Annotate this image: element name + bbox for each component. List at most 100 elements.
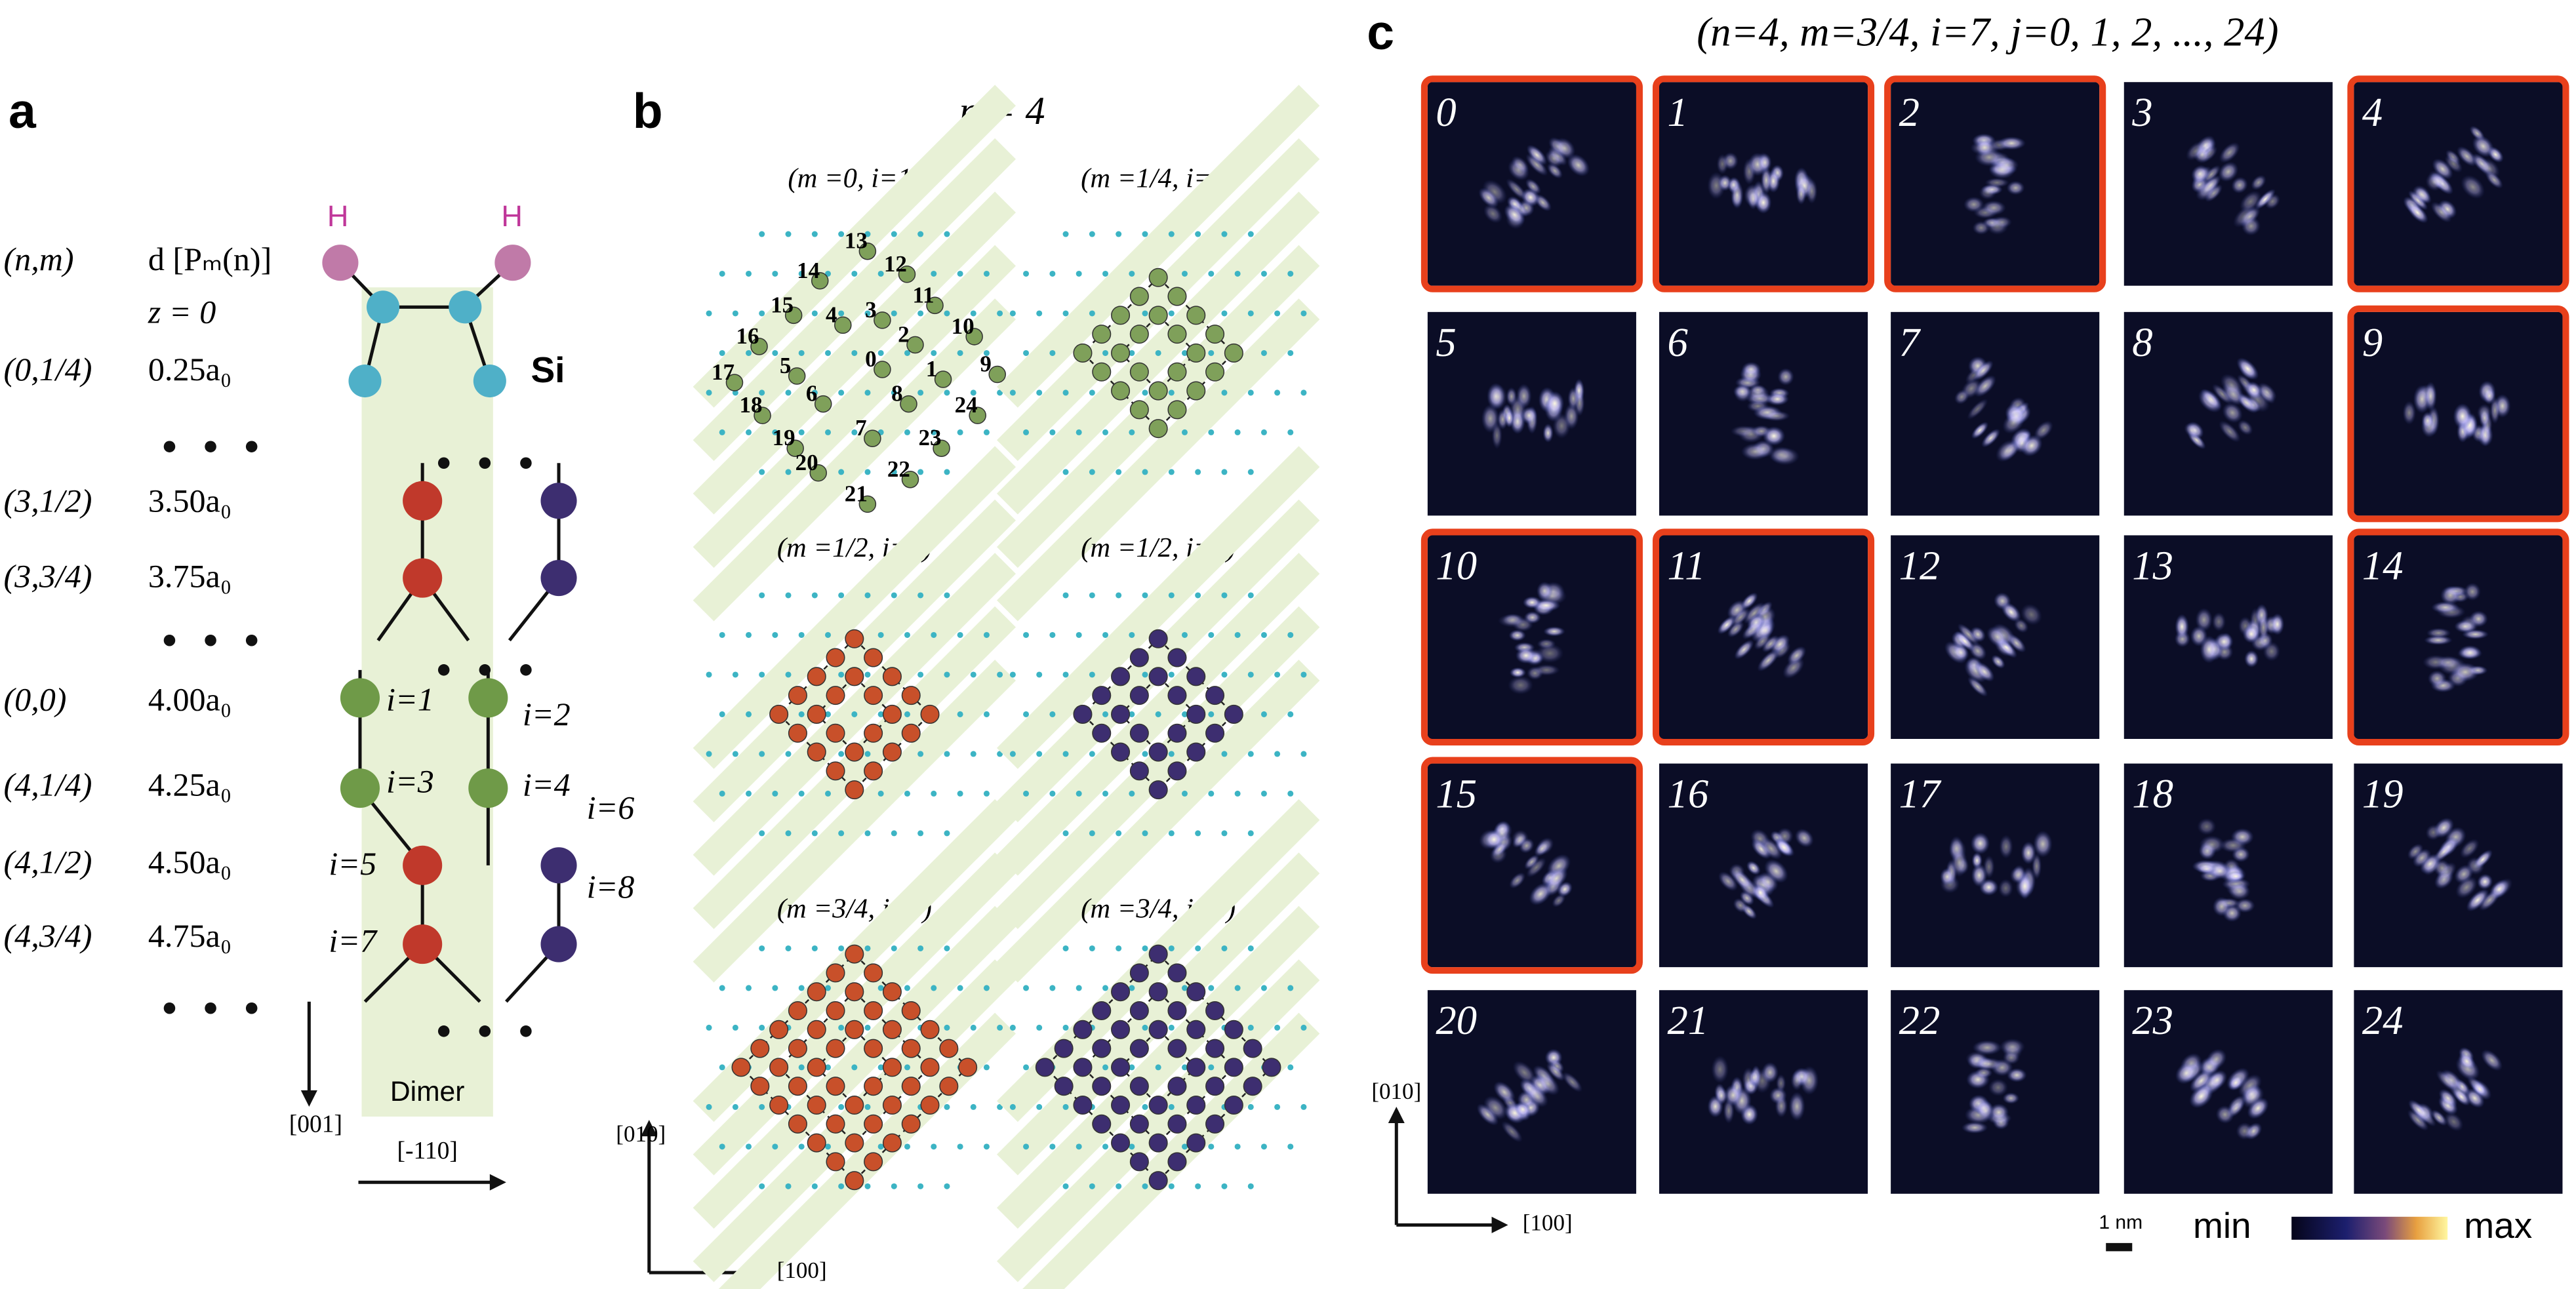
stm-tile: [1420, 75, 1643, 292]
atom: [1092, 1039, 1112, 1058]
atom: [882, 667, 902, 686]
lattice: [996, 446, 1320, 983]
surface-site: [1062, 1024, 1069, 1031]
row-stripe: [996, 245, 1320, 568]
row-stripe: [996, 660, 1320, 983]
stm-spot: [2196, 863, 2217, 875]
atom: [788, 1114, 807, 1134]
surface-site: [1234, 985, 1241, 991]
surface-site: [944, 469, 950, 475]
atom: [1205, 723, 1225, 743]
atom: [901, 471, 919, 488]
atom: [920, 1020, 940, 1039]
surface-site: [1129, 1143, 1135, 1150]
stm-spot: [2424, 635, 2453, 645]
surface-site: [1036, 671, 1043, 678]
stm-spot: [1765, 392, 1790, 406]
surface-site: [877, 349, 884, 356]
atom: [807, 1133, 826, 1153]
col-header: z = 0: [148, 293, 216, 330]
stm-spot: [2226, 871, 2245, 882]
stm-spot: [2219, 838, 2247, 853]
surface-site: [759, 830, 765, 837]
stm-tile: [1884, 75, 2106, 292]
atom: [1092, 1001, 1112, 1021]
row-distance: 3.75a₀: [148, 558, 231, 595]
stm-spot: [1546, 1062, 1565, 1081]
surface-site: [1102, 631, 1109, 638]
tile-label: 15: [1436, 771, 1477, 817]
stm-spot: [2238, 394, 2254, 410]
stm-spot: [2459, 839, 2480, 859]
surface-site: [983, 1064, 990, 1071]
surface-site: [798, 1143, 805, 1150]
stm-spot: [1476, 1103, 1499, 1126]
surface-site: [838, 945, 845, 951]
stm-tile: [2347, 305, 2569, 523]
stm-spot: [1777, 368, 1794, 386]
atom: [958, 1058, 978, 1077]
stm-spot: [1509, 872, 1526, 889]
stm-spot: [2195, 608, 2213, 632]
surface-site: [732, 1024, 738, 1031]
surface-site: [1181, 1064, 1188, 1071]
atom: [1148, 667, 1168, 686]
stm-spot: [2464, 582, 2481, 601]
tile-label: 11: [1668, 542, 1706, 588]
tile-highlight: [2347, 305, 2569, 523]
surface-site: [1208, 985, 1215, 991]
stm-spot: [1743, 602, 1765, 624]
stm-spot: [2002, 1092, 2020, 1104]
surface-site: [1181, 631, 1188, 638]
stm-spot: [1509, 667, 1527, 678]
atom-number: 6: [806, 381, 818, 407]
surface-site: [706, 671, 712, 678]
atom: [826, 963, 845, 983]
atom: [826, 1039, 845, 1058]
surface-site: [732, 310, 738, 317]
atom: [1073, 1058, 1093, 1077]
surface-site: [1023, 349, 1030, 356]
surface-site: [1116, 592, 1122, 599]
stm-spot: [2200, 388, 2222, 410]
stm-spot: [1774, 838, 1794, 857]
surface-site: [864, 310, 871, 317]
stm-spot: [2199, 835, 2225, 854]
stm-tile: [1891, 311, 2100, 516]
surface-site: [838, 389, 845, 396]
surface-site: [864, 389, 871, 396]
atom: [939, 1077, 959, 1096]
atom: [1205, 1001, 1225, 1021]
atom: [1129, 287, 1149, 306]
stm-spot: [2466, 888, 2489, 912]
tile-image: [1891, 763, 2100, 968]
surface-site: [785, 389, 792, 396]
surface-site: [1023, 711, 1030, 717]
surface-site: [983, 1143, 990, 1150]
stm-spot: [1741, 361, 1761, 377]
row-stripe: [693, 606, 1016, 930]
stm-spot: [2205, 1048, 2227, 1070]
panel-label: a: [9, 83, 37, 138]
surface-site: [983, 790, 990, 797]
tile-label: 20: [1436, 997, 1477, 1043]
atom: [898, 265, 916, 283]
stm-spot: [2212, 896, 2231, 917]
surface-site: [1009, 310, 1016, 317]
surface-site: [746, 429, 752, 435]
atom: [811, 271, 829, 290]
surface-site: [824, 1143, 832, 1150]
surface-site: [1102, 1064, 1109, 1071]
atom: [1148, 268, 1168, 287]
surface-site: [1208, 1064, 1215, 1071]
stm-spot: [1718, 871, 1739, 892]
atom: [826, 1077, 845, 1096]
surface-site: [1195, 231, 1201, 237]
stm-spot: [1963, 196, 1984, 212]
atom: [1205, 1077, 1225, 1096]
atom: [807, 742, 826, 762]
stm-spot: [1748, 1069, 1760, 1086]
stm-spot: [1711, 1055, 1729, 1084]
stm-tile: [1652, 528, 1875, 746]
surface-site: [824, 985, 832, 991]
